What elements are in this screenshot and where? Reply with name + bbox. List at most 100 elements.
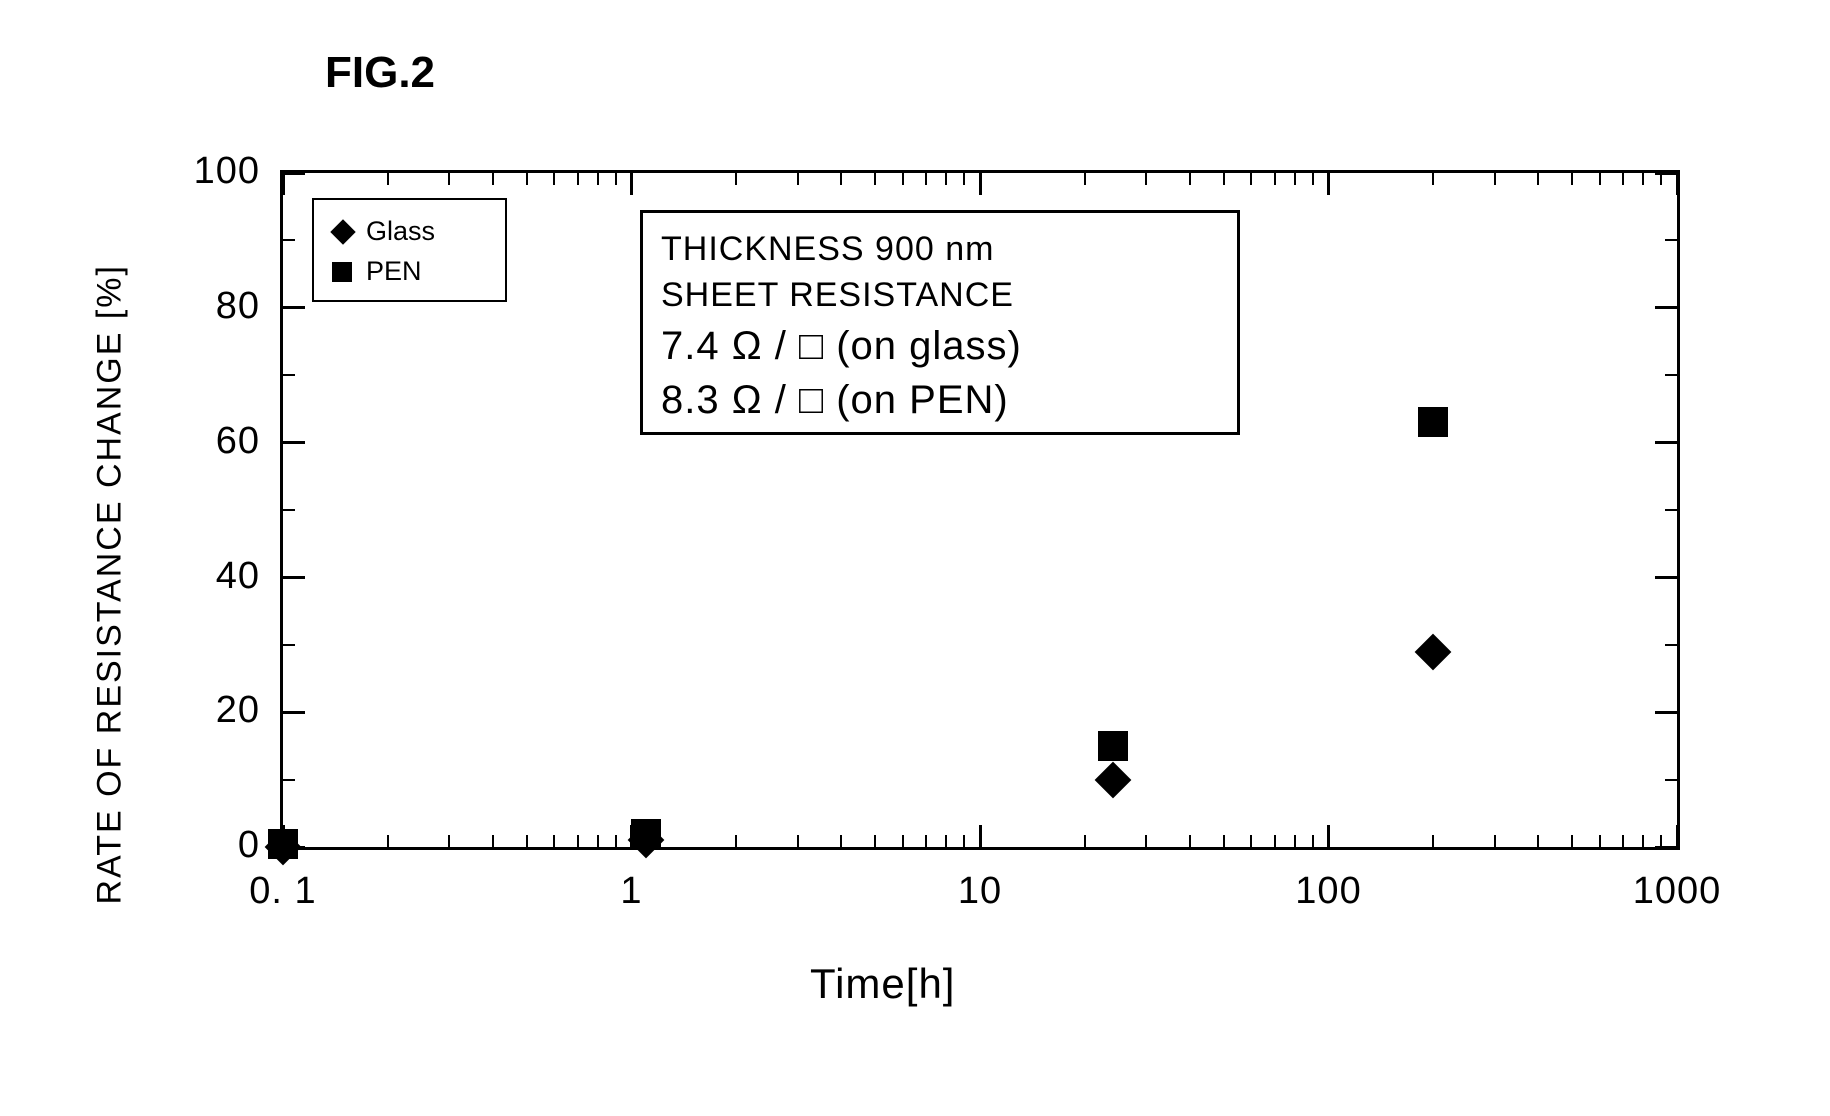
y-minor-tick — [1665, 779, 1677, 781]
x-minor-tick — [1622, 173, 1624, 185]
y-tick — [283, 576, 305, 579]
x-minor-tick — [1537, 173, 1539, 185]
x-minor-tick — [387, 835, 389, 847]
x-minor-tick — [615, 835, 617, 847]
y-tick — [1655, 576, 1677, 579]
x-minor-tick — [1145, 173, 1147, 185]
info-line: THICKNESS 900 nm — [661, 227, 1219, 273]
y-minor-tick — [1665, 509, 1677, 511]
info-line: SHEET RESISTANCE — [661, 273, 1219, 319]
figure-title: FIG.2 — [325, 48, 435, 98]
x-minor-tick — [1312, 835, 1314, 847]
x-minor-tick — [1189, 173, 1191, 185]
y-minor-tick — [283, 779, 295, 781]
x-minor-tick — [945, 835, 947, 847]
x-minor-tick — [902, 173, 904, 185]
y-tick — [1655, 846, 1677, 849]
x-minor-tick — [615, 173, 617, 185]
data-point-square — [268, 829, 298, 859]
x-minor-tick — [1432, 835, 1434, 847]
x-minor-tick — [797, 835, 799, 847]
y-tick-label: 20 — [160, 689, 260, 732]
x-minor-tick — [387, 173, 389, 185]
x-tick-label: 1 — [572, 870, 692, 913]
x-minor-tick — [1571, 835, 1573, 847]
y-minor-tick — [1665, 239, 1677, 241]
x-tick-label: 10 — [920, 870, 1040, 913]
y-tick-label: 80 — [160, 285, 260, 328]
data-point-diamond — [1415, 633, 1452, 670]
x-tick — [979, 825, 982, 847]
y-tick-label: 100 — [160, 150, 260, 193]
x-minor-tick — [492, 835, 494, 847]
info-line: 8.3 Ω / □ (on PEN) — [661, 373, 1219, 427]
square-icon — [332, 262, 352, 282]
info-box: THICKNESS 900 nmSHEET RESISTANCE7.4 Ω / … — [640, 210, 1240, 435]
legend-box: Glass PEN — [312, 198, 507, 302]
y-tick — [283, 172, 305, 175]
x-minor-tick — [735, 835, 737, 847]
x-minor-tick — [1599, 173, 1601, 185]
data-point-diamond — [1094, 761, 1131, 798]
x-minor-tick — [874, 173, 876, 185]
data-point-square — [1418, 407, 1448, 437]
y-tick-label: 60 — [160, 420, 260, 463]
y-tick — [1655, 441, 1677, 444]
x-minor-tick — [577, 835, 579, 847]
x-minor-tick — [526, 173, 528, 185]
x-minor-tick — [1660, 173, 1662, 185]
x-tick — [1676, 825, 1679, 847]
page: FIG.2 RATE OF RESISTANCE CHANGE [%] Time… — [0, 0, 1830, 1116]
x-minor-tick — [1084, 173, 1086, 185]
x-minor-tick — [1084, 835, 1086, 847]
y-axis-title: RATE OF RESISTANCE CHANGE [%] — [91, 305, 130, 905]
x-minor-tick — [874, 835, 876, 847]
legend-item: Glass — [334, 216, 435, 247]
x-minor-tick — [1494, 173, 1496, 185]
legend-label: PEN — [366, 256, 422, 287]
x-minor-tick — [963, 173, 965, 185]
y-minor-tick — [283, 509, 295, 511]
x-minor-tick — [492, 173, 494, 185]
y-tick — [283, 306, 305, 309]
x-minor-tick — [1223, 835, 1225, 847]
x-minor-tick — [797, 173, 799, 185]
x-minor-tick — [1294, 835, 1296, 847]
x-tick — [282, 173, 285, 195]
y-minor-tick — [1665, 644, 1677, 646]
info-line: 7.4 Ω / □ (on glass) — [661, 319, 1219, 373]
diamond-icon — [330, 219, 355, 244]
x-minor-tick — [945, 173, 947, 185]
x-minor-tick — [1642, 835, 1644, 847]
x-minor-tick — [597, 173, 599, 185]
y-tick — [283, 441, 305, 444]
x-minor-tick — [840, 835, 842, 847]
x-tick — [1327, 825, 1330, 847]
x-minor-tick — [902, 835, 904, 847]
x-minor-tick — [448, 835, 450, 847]
x-tick-label: 1000 — [1617, 870, 1737, 913]
x-minor-tick — [1432, 173, 1434, 185]
x-minor-tick — [1250, 835, 1252, 847]
x-minor-tick — [1537, 835, 1539, 847]
x-minor-tick — [1250, 173, 1252, 185]
x-minor-tick — [553, 835, 555, 847]
legend-item: PEN — [332, 256, 422, 287]
x-minor-tick — [448, 173, 450, 185]
x-minor-tick — [1312, 173, 1314, 185]
x-minor-tick — [925, 835, 927, 847]
y-tick-label: 40 — [160, 555, 260, 598]
x-minor-tick — [1494, 835, 1496, 847]
y-tick — [1655, 172, 1677, 175]
y-tick — [1655, 306, 1677, 309]
x-minor-tick — [735, 173, 737, 185]
x-minor-tick — [1622, 835, 1624, 847]
x-tick-label: 100 — [1269, 870, 1389, 913]
x-minor-tick — [1274, 173, 1276, 185]
y-tick — [1655, 711, 1677, 714]
x-minor-tick — [553, 173, 555, 185]
y-tick — [283, 711, 305, 714]
x-minor-tick — [1571, 173, 1573, 185]
x-minor-tick — [1642, 173, 1644, 185]
x-tick — [979, 173, 982, 195]
